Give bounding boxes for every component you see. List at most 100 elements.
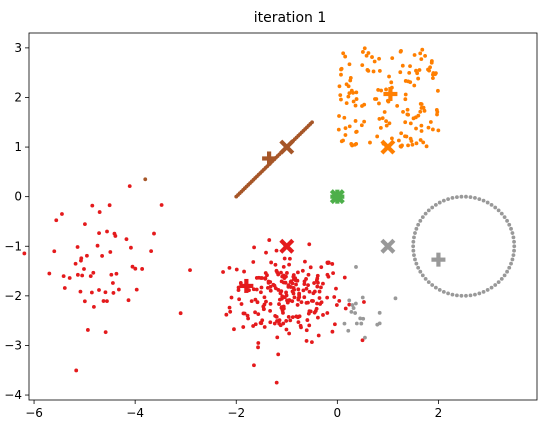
data-point — [377, 69, 382, 73]
data-point — [489, 285, 494, 290]
data-point — [74, 368, 79, 373]
data-point — [430, 205, 435, 210]
data-point — [393, 296, 398, 301]
data-point — [384, 87, 388, 92]
data-point — [279, 289, 284, 294]
data-point — [366, 51, 371, 55]
data-point — [330, 262, 335, 266]
data-point — [237, 297, 242, 302]
data-point — [509, 261, 513, 266]
data-point — [496, 208, 501, 213]
data-point — [337, 84, 342, 89]
x-axis: −6 −4 −2 0 2 — [25, 400, 442, 420]
data-point — [354, 265, 358, 269]
data-point — [399, 131, 404, 136]
data-point — [114, 271, 119, 276]
data-point — [234, 267, 239, 272]
data-point — [473, 196, 477, 200]
data-point — [387, 121, 392, 126]
data-point — [103, 330, 108, 335]
data-point — [100, 254, 104, 258]
data-point — [413, 257, 417, 262]
data-point — [47, 271, 52, 276]
data-point — [502, 273, 507, 278]
data-point — [416, 265, 421, 270]
data-point — [433, 202, 438, 207]
data-point — [343, 126, 348, 131]
data-point — [358, 316, 363, 321]
y-tick-label: 2 — [14, 90, 22, 104]
data-point — [415, 71, 420, 76]
data-point — [377, 117, 382, 121]
data-point — [455, 195, 459, 200]
orange-plus-marker — [383, 87, 398, 102]
data-point — [242, 269, 246, 274]
data-point — [384, 123, 389, 128]
data-point — [298, 323, 303, 328]
data-point — [343, 306, 348, 311]
data-point — [227, 305, 232, 310]
data-point — [353, 311, 358, 315]
data-point — [275, 335, 280, 340]
data-point — [312, 289, 317, 294]
data-point — [221, 270, 225, 274]
data-point — [429, 60, 434, 65]
data-point — [80, 273, 85, 278]
data-point — [409, 139, 414, 143]
data-point — [294, 282, 298, 287]
data-point — [347, 62, 352, 67]
data-point — [359, 123, 364, 128]
data-point — [349, 309, 354, 314]
data-point — [384, 119, 389, 124]
red-x-marker — [279, 238, 295, 254]
data-point — [109, 272, 114, 277]
data-point — [268, 320, 273, 325]
data-point — [346, 94, 351, 99]
data-point — [435, 112, 439, 117]
data-point — [229, 295, 234, 300]
data-point — [274, 248, 279, 253]
data-point — [303, 259, 307, 264]
data-point — [360, 63, 365, 67]
centroid-markers — [239, 87, 446, 293]
data-point — [307, 289, 312, 294]
data-point — [245, 313, 250, 318]
y-tick-label: 3 — [14, 41, 22, 55]
data-point — [292, 295, 297, 300]
data-point — [418, 138, 423, 142]
data-point — [414, 126, 418, 131]
data-point — [363, 335, 367, 340]
data-point — [75, 272, 80, 277]
data-point — [436, 88, 440, 93]
data-point — [103, 290, 108, 295]
x-tick-label: −6 — [25, 406, 43, 420]
data-point — [414, 141, 419, 146]
data-point — [288, 256, 292, 261]
data-point — [73, 261, 78, 266]
data-point — [149, 249, 154, 254]
data-point — [82, 299, 87, 304]
data-point — [346, 328, 351, 333]
data-point — [375, 134, 380, 139]
data-point — [111, 291, 116, 295]
data-point — [437, 200, 442, 205]
data-point — [252, 363, 256, 368]
data-point — [362, 46, 367, 51]
data-point — [79, 258, 83, 263]
data-point — [296, 320, 301, 325]
data-point — [510, 231, 515, 235]
data-point — [274, 380, 279, 385]
data-point — [302, 295, 307, 300]
data-point — [426, 125, 431, 130]
data-point — [116, 287, 121, 292]
data-point — [377, 56, 381, 61]
data-point — [314, 278, 319, 283]
data-point — [269, 260, 274, 265]
data-point — [312, 281, 316, 285]
data-point — [253, 310, 257, 315]
data-point — [411, 239, 416, 244]
data-point — [341, 51, 346, 56]
data-point — [370, 55, 374, 59]
data-point — [410, 142, 415, 147]
data-point — [85, 253, 89, 258]
